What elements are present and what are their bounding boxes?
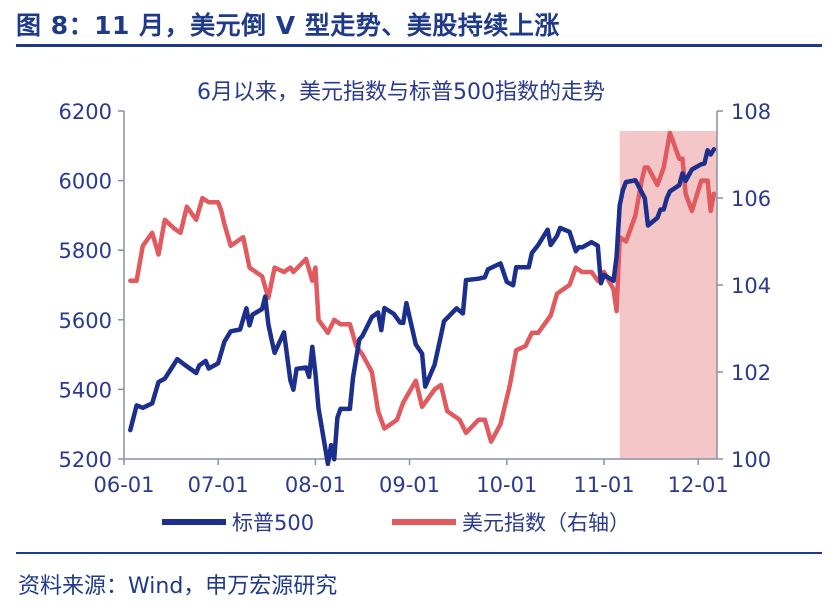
line-chart: 5200 5400 5600 5800 6000 6200 100 102 104 106 108 0…: [59, 80, 772, 535]
chart-area: 5200 5400 5600 5800 6000 6200 100 102 104 106 108 0…: [0, 48, 838, 548]
source-note: 资料来源：Wind，申万宏源研究: [18, 574, 338, 599]
figure-title: 图 8：11 月，美元倒 V 型走势、美股持续上涨: [16, 11, 560, 40]
x-tick-label: 11-01: [574, 473, 635, 497]
series-line-usd: [128, 130, 717, 444]
chart-title: 6月以来，美元指数与标普500指数的走势: [197, 80, 605, 105]
x-tick-label: 09-01: [379, 473, 440, 497]
right-tick-label: 106: [731, 187, 771, 211]
x-tick-label: 06-01: [93, 473, 154, 497]
left-tick-label: 5400: [59, 378, 112, 402]
title-rule: [16, 44, 822, 47]
right-tick-label: 100: [731, 448, 771, 472]
left-tick-label: 5600: [59, 309, 112, 333]
left-tick-label: 6000: [59, 170, 112, 194]
right-tick-label: 102: [731, 361, 771, 385]
legend: 标普500 美元指数（右轴）: [162, 511, 630, 535]
left-tick-label: 5200: [59, 448, 112, 472]
right-tick-label: 108: [731, 100, 771, 124]
x-tick-label: 10-01: [476, 473, 537, 497]
series-line-sp500: [128, 147, 717, 467]
legend-label-usd: 美元指数（右轴）: [462, 511, 630, 535]
left-tick-label: 6200: [59, 100, 112, 124]
x-tick-label: 08-01: [285, 473, 346, 497]
left-tick-label: 5800: [59, 239, 112, 263]
footer-rule: [16, 552, 822, 554]
right-tick-label: 104: [731, 274, 771, 298]
x-tick-label: 07-01: [188, 473, 249, 497]
x-tick-label: 12-01: [668, 473, 729, 497]
legend-label-sp500: 标普500: [232, 511, 314, 535]
